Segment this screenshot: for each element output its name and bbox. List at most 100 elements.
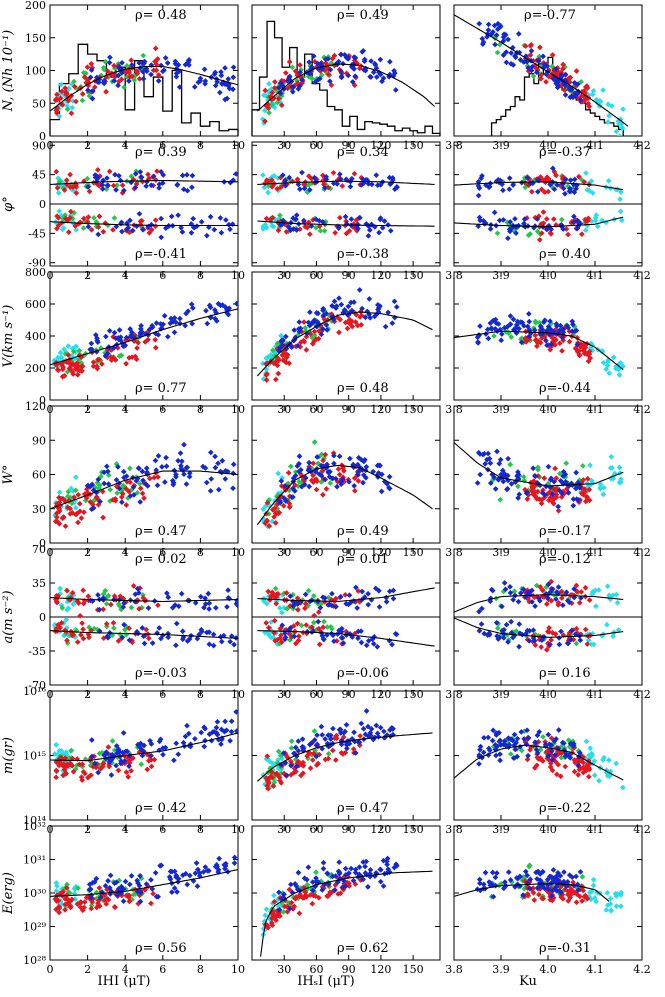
data-point-red (544, 601, 550, 607)
data-point-blue (554, 589, 560, 595)
data-point-blue (475, 183, 482, 189)
data-point-blue (137, 873, 143, 879)
data-point-blue (234, 602, 238, 608)
data-point-blue (476, 20, 483, 27)
data-point-red (273, 376, 279, 383)
data-point-blue (548, 748, 555, 754)
data-point-blue (153, 467, 160, 473)
data-point-blue (573, 482, 579, 489)
data-point-blue (572, 631, 579, 637)
data-point-blue (329, 873, 336, 880)
data-point-green (558, 216, 565, 223)
data-point-red (64, 181, 70, 188)
points-group (256, 439, 433, 530)
data-point-blue (338, 481, 345, 488)
data-point-cyan (606, 112, 612, 119)
data-point-cyan (69, 104, 76, 111)
data-point-green (296, 478, 302, 485)
data-point-blue (103, 749, 110, 755)
data-point-blue (477, 323, 483, 329)
data-point-blue (85, 482, 91, 489)
data-point-cyan (263, 906, 270, 913)
fit-curve (257, 63, 435, 112)
data-point-red (533, 337, 539, 343)
data-point-green (306, 181, 312, 188)
data-point-blue (322, 736, 329, 742)
data-point-cyan (610, 354, 617, 361)
data-point-blue (307, 309, 313, 316)
data-point-blue (375, 734, 382, 740)
data-point-green (111, 625, 117, 631)
data-point-red (79, 363, 86, 370)
data-point-red (544, 174, 550, 181)
data-point-blue (345, 601, 352, 608)
fit-curve (454, 617, 624, 638)
data-point-blue (320, 312, 327, 319)
data-point-blue (330, 180, 337, 187)
data-point-blue (307, 598, 313, 605)
fit-curve (50, 66, 238, 112)
data-point-red (86, 634, 92, 641)
data-point-green (328, 625, 335, 632)
data-point-blue (318, 723, 325, 730)
x-tick-label: 60 (309, 963, 323, 976)
data-point-red (357, 733, 363, 739)
y-tick-label: 10¹⁶ (23, 685, 46, 698)
data-point-blue (365, 590, 371, 597)
data-point-blue (138, 328, 145, 335)
data-point-blue (525, 752, 531, 759)
data-point-red (108, 601, 114, 608)
data-point-red (311, 328, 318, 335)
data-point-blue (206, 641, 213, 648)
data-point-blue (302, 475, 309, 481)
data-point-blue (158, 168, 164, 175)
data-point-green (109, 738, 116, 744)
data-point-cyan (599, 349, 606, 355)
data-point-blue (297, 69, 303, 76)
data-point-red (269, 89, 276, 96)
data-point-red (307, 231, 313, 238)
data-point-blue (174, 889, 180, 895)
data-point-green (128, 604, 135, 611)
data-point-cyan (260, 172, 266, 178)
data-point-blue (222, 65, 228, 71)
data-point-blue (335, 868, 342, 875)
data-point-blue (373, 722, 380, 729)
data-point-blue (225, 587, 231, 594)
data-point-blue (171, 315, 178, 321)
data-point-red (110, 227, 116, 233)
points-group (50, 709, 238, 783)
data-point-red (311, 612, 318, 619)
fit-curve (50, 470, 238, 510)
rho-label: ρ=-0.03 (135, 666, 187, 681)
data-point-cyan (616, 372, 623, 378)
data-point-blue (158, 234, 165, 241)
data-point-blue (547, 589, 554, 596)
data-point-red (63, 763, 70, 769)
data-point-blue (487, 480, 494, 486)
data-point-blue (514, 473, 520, 479)
panel-r3-c0: 02468100306090120ρ= 0.47 (25, 400, 245, 559)
data-point-blue (218, 638, 225, 645)
data-point-blue (512, 54, 519, 61)
panel-frame (251, 405, 441, 544)
data-point-blue (324, 870, 331, 877)
data-point-blue (280, 894, 287, 901)
data-point-red (355, 588, 362, 594)
data-point-blue (104, 182, 111, 189)
data-point-blue (549, 756, 556, 763)
data-point-red (294, 620, 301, 627)
data-point-red (56, 909, 62, 916)
data-point-cyan (590, 876, 597, 883)
data-point-blue (516, 643, 522, 650)
data-point-cyan (588, 888, 595, 895)
data-point-blue (287, 593, 294, 599)
data-point-blue (217, 215, 224, 221)
data-point-red (103, 88, 109, 95)
data-point-blue (560, 468, 567, 475)
data-point-red (573, 625, 580, 632)
data-point-blue (379, 224, 386, 231)
data-point-blue (295, 181, 302, 188)
data-point-blue (127, 217, 133, 224)
